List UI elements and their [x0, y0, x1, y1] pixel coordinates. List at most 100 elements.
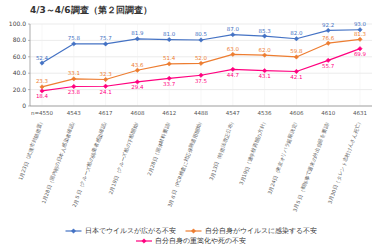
plot-area: [40, 28, 362, 94]
data-label: 43.1: [258, 73, 270, 79]
point: [103, 77, 107, 81]
data-label: 76.6: [322, 35, 335, 41]
x-tick-label: 1月23日（武漢市封鎖措置）: [17, 118, 45, 181]
data-label: 43.6: [131, 62, 144, 68]
point: [199, 61, 203, 65]
data-label: 75.8: [68, 35, 81, 41]
x-tick-label: 2月19日（クルーズ船の下船開始）: [107, 118, 140, 195]
series-line: [42, 39, 360, 87]
n-value: n=4550: [31, 110, 54, 116]
series-line: [42, 30, 360, 63]
point: [326, 28, 330, 32]
n-value: 4606: [289, 110, 303, 116]
x-tick-label: 3月30日（タレント志村けんさん死亡）: [326, 118, 362, 204]
n-value: 4610: [321, 110, 335, 116]
data-label: 37.5: [195, 78, 208, 84]
point: [72, 42, 76, 46]
data-label: 23.3: [36, 78, 49, 84]
x-tick-label: 1月28日（国内初の日本人感染者確認）: [40, 118, 76, 204]
n-value: 4547: [226, 110, 240, 116]
data-label: 52.4: [36, 55, 49, 61]
data-label: 85.3: [258, 28, 271, 34]
legend-marker: [71, 229, 75, 233]
x-tick-labels: 1月23日（武漢市封鎖措置）1月28日（国内初の日本人感染者確認）2月５日（クル…: [17, 118, 363, 212]
data-label: 93.0: [354, 21, 367, 27]
data-label: 81.0: [163, 31, 176, 37]
point: [40, 61, 44, 65]
data-label: 75.7: [99, 35, 112, 41]
series: [40, 28, 362, 66]
series: [40, 37, 362, 89]
data-labels: 52.475.875.781.981.080.587.085.382.092.2…: [36, 21, 367, 99]
point: [167, 62, 171, 66]
n-value: 4631: [353, 110, 367, 116]
y-tick-label: 80.0: [13, 36, 27, 43]
y-tick-label: 100.0: [9, 20, 26, 27]
legend-label: 日本でウイルスが広がる不安: [85, 227, 176, 235]
point: [294, 55, 298, 59]
n-values: n=4550 4543 4617 4608 4612 4488 4547 4536 4606 46…: [31, 110, 367, 116]
y-axis: 020.040.060.080.0100.0: [9, 20, 372, 109]
data-label: 32.3: [99, 71, 112, 77]
y-tick-label: 20.0: [13, 86, 27, 93]
legend-item: 日本でウイルスが広がる不安: [66, 227, 176, 235]
point: [358, 37, 362, 41]
data-label: 81.3: [354, 31, 367, 37]
legend-marker: [191, 229, 195, 233]
x-tick-label: 3月６日（PCR検査に対応保険適用開始）: [166, 118, 203, 208]
point: [72, 77, 76, 81]
grid: [30, 24, 372, 106]
n-value: 4543: [67, 110, 81, 116]
y-tick-label: 0: [22, 102, 26, 109]
data-label: 55.7: [322, 63, 335, 69]
data-label: 69.9: [354, 51, 367, 57]
x-tick-label: 3月５日（都知事で週末の外出自簛を要請）: [292, 118, 331, 212]
y-tick-label: 60.0: [13, 53, 27, 60]
data-label: 87.0: [227, 26, 240, 32]
point: [231, 32, 235, 36]
legend-item: 自分自身の重篙化や死の不安: [136, 237, 246, 245]
point: [103, 42, 107, 46]
x-tick-label: 3月13日（特措法改正公布）: [208, 118, 236, 181]
data-label: 51.4: [163, 55, 176, 61]
legend-label: 自分自身の重篙化や死の不安: [155, 237, 246, 245]
n-value: 4536: [258, 110, 272, 116]
series: [40, 46, 362, 93]
point: [135, 68, 139, 72]
n-value: 4612: [162, 110, 176, 116]
x-tick-label: 3月19日（連学校再開の方針）: [238, 118, 267, 185]
point: [135, 37, 139, 41]
n-value: 4488: [194, 110, 208, 116]
point: [199, 38, 203, 42]
point: [326, 41, 330, 45]
x-tick-label: 2月28日（国体材料要請）: [146, 118, 172, 176]
data-label: 52.0: [195, 55, 208, 61]
legend-marker: [142, 239, 146, 243]
data-label: 33.1: [68, 70, 80, 76]
data-label: 81.9: [131, 30, 144, 36]
legend-item: 自分自身がウイルスに感染する不安: [186, 227, 317, 235]
legend-label: 自分自身がウイルスに感染する不安: [205, 227, 317, 235]
point: [294, 37, 298, 41]
x-axis-line: [30, 106, 372, 107]
data-label: 59.8: [290, 48, 303, 54]
n-value: 4617: [99, 110, 113, 116]
point: [231, 52, 235, 56]
data-label: 44.7: [227, 72, 240, 78]
n-value: 4608: [130, 110, 144, 116]
data-label: 92.2: [322, 22, 334, 28]
data-label: 33.7: [163, 81, 176, 87]
point: [262, 53, 266, 57]
y-axis-line: [30, 24, 31, 106]
data-label: 23.8: [68, 89, 81, 95]
data-label: 18.4: [36, 93, 49, 99]
data-label: 62.0: [258, 47, 271, 53]
title: 4/3～4/6調査（第２回調査）: [30, 5, 152, 15]
y-grid-line: [30, 106, 372, 107]
data-label: 63.0: [227, 46, 240, 52]
data-label: 80.5: [195, 31, 208, 37]
point: [262, 34, 266, 38]
data-label: 42.1: [290, 74, 302, 80]
chart: 4/3～4/6調査（第２回調査） 日本でウイルスが広がる不安 自分自身がウイルスに感…: [0, 0, 382, 250]
point: [167, 37, 171, 41]
